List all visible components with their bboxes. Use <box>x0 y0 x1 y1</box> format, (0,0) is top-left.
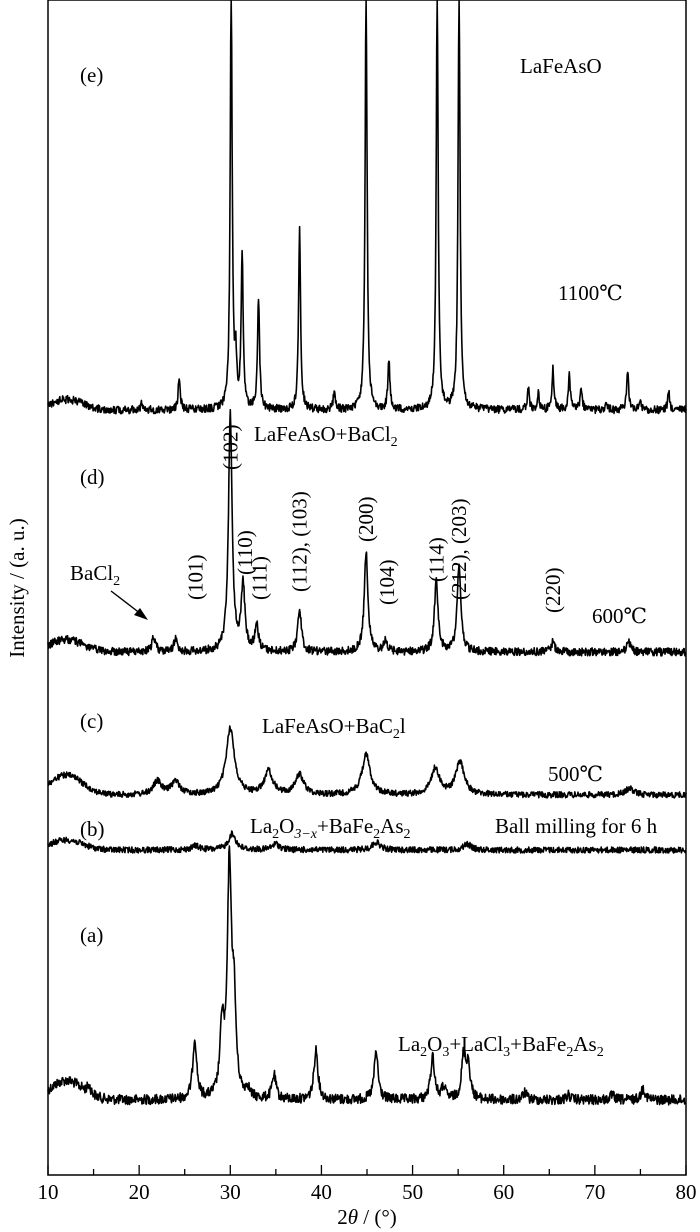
series-label-a-p2: O <box>427 1032 442 1056</box>
series-label-a-p1: 2 <box>420 1045 427 1060</box>
series-label-a-p3: 3 <box>442 1045 449 1060</box>
pattern-b <box>47 830 687 854</box>
series-label-b-p3: 3−x <box>293 827 317 842</box>
series-label-a-p0: La <box>398 1032 421 1056</box>
x-tick-label-60: 60 <box>493 1180 514 1204</box>
series-label-c-sub: 2 <box>393 727 400 742</box>
panel-label-b: (b) <box>80 817 105 841</box>
hkl-label-4: (112), (103) <box>288 491 312 592</box>
panel-label-e: (e) <box>80 63 103 87</box>
series-label-b-p6: As <box>380 814 403 838</box>
x-tick-label-80: 80 <box>676 1180 697 1204</box>
x-axis-label-theta: θ <box>348 1205 358 1229</box>
series-label-b-p4: +BaFe <box>317 814 373 838</box>
condition-label-e: 1100℃ <box>558 281 623 305</box>
series-label-b-p2: O <box>279 814 294 838</box>
x-tick-label-10: 10 <box>38 1180 59 1204</box>
pattern-e <box>47 0 687 415</box>
x-tick-label-70: 70 <box>584 1180 605 1204</box>
hkl-label-5: (200) <box>354 497 378 543</box>
bacl2-arrow <box>110 590 148 620</box>
series-label-d-main: LaFeAsO+BaCl <box>254 422 391 446</box>
xrd-patterns <box>47 0 687 1106</box>
series-label-e: LaFeAsO <box>520 54 602 78</box>
series-label-a-p8: As <box>573 1032 596 1056</box>
series-label-b: La2O3−x+BaFe2As2 <box>250 814 411 842</box>
series-label-a: La2O3+LaCl3+BaFe2As2 <box>398 1032 604 1060</box>
hkl-label-1: (102) <box>218 425 242 471</box>
series-label-a-p9: 2 <box>597 1045 604 1060</box>
series-label-a-p7: 2 <box>566 1045 573 1060</box>
series-label-b-p5: 2 <box>373 827 380 842</box>
y-axis-label: Intensity / (a. u.) <box>5 518 29 657</box>
hkl-label-6: (104) <box>375 560 399 606</box>
series-label-d-sub: 2 <box>391 435 398 450</box>
bacl2-label-main: BaCl <box>70 561 113 585</box>
pattern-d <box>47 408 687 657</box>
hkl-label-7: (114) <box>424 537 448 582</box>
series-label-d: LaFeAsO+BaCl2 <box>254 422 398 450</box>
pattern-c <box>47 725 687 799</box>
series-label-a-p4: +LaCl <box>449 1032 503 1056</box>
hkl-labels: (101) (102) (110)(111) (112), (103) (200) (10… <box>184 425 565 614</box>
series-label-a-p5: 3 <box>503 1045 510 1060</box>
series-label-c-tail: l <box>400 714 406 738</box>
panel-label-c: (c) <box>80 709 103 733</box>
x-tick-label-50: 50 <box>402 1180 423 1204</box>
series-label-b-p0: La <box>250 814 273 838</box>
series-label-b-p1: 2 <box>272 827 279 842</box>
condition-label-c: 500℃ <box>548 762 603 786</box>
x-axis-label: 2θ / (°) <box>337 1205 397 1229</box>
series-label-c: LaFeAsO+BaC2l <box>262 714 406 742</box>
condition-label-d: 600℃ <box>592 604 647 628</box>
x-tick-label-40: 40 <box>311 1180 332 1204</box>
pattern-a <box>47 845 687 1106</box>
hkl-label-2: (110) <box>233 530 257 575</box>
series-label-b-p7: 2 <box>404 827 411 842</box>
hkl-label-8: (212), (203) <box>447 499 471 600</box>
x-tick-label-30: 30 <box>220 1180 241 1204</box>
panel-label-d: (d) <box>80 465 105 489</box>
bacl2-label-sub: 2 <box>113 574 120 589</box>
series-label-c-main: LaFeAsO+BaC <box>262 714 393 738</box>
condition-label-b: Ball milling for 6 h <box>495 814 658 838</box>
hkl-label-3: (111) <box>248 556 272 600</box>
hkl-label-0: (101) <box>184 555 208 601</box>
series-label-a-p6: +BaFe <box>510 1032 566 1056</box>
x-tick-label-20: 20 <box>129 1180 150 1204</box>
panel-label-a: (a) <box>80 923 103 947</box>
bacl2-label: BaCl2 <box>70 561 120 589</box>
hkl-label-9: (220) <box>541 568 565 614</box>
x-axis-ticks: 10 20 30 40 50 60 70 80 <box>38 1165 697 1204</box>
